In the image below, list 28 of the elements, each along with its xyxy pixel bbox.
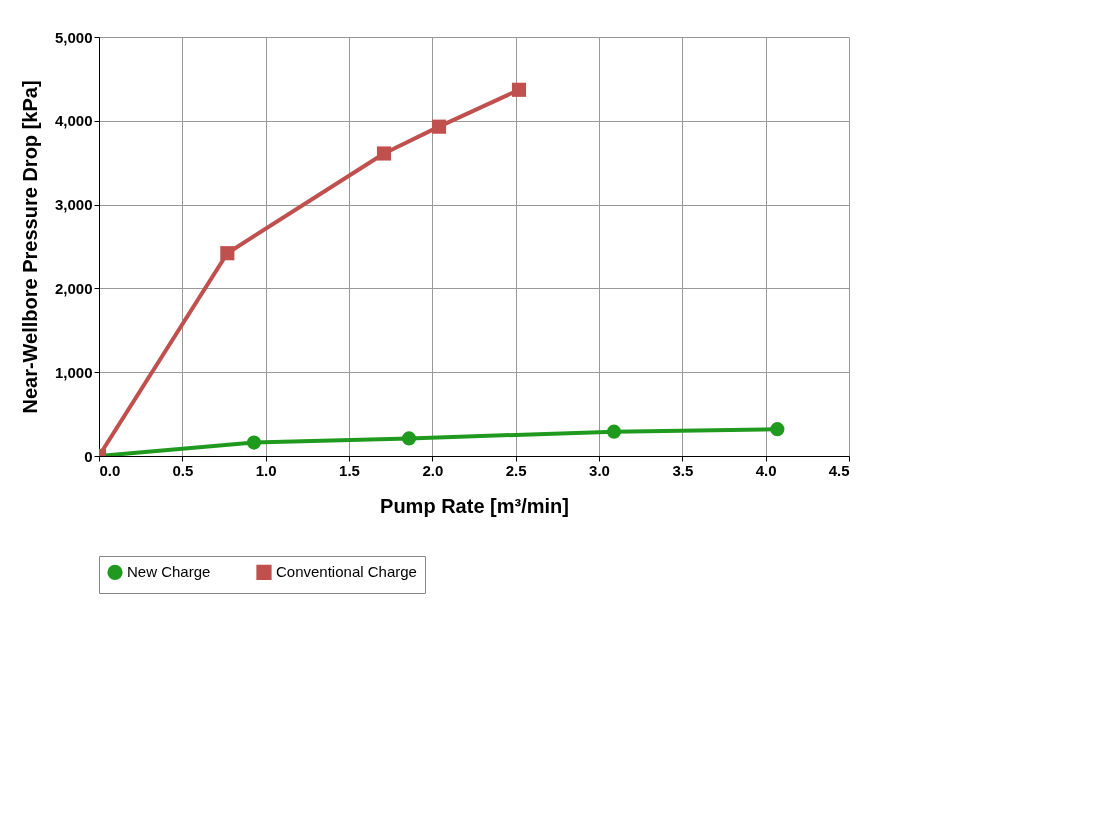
y-tick-label: 1,000 (54, 363, 93, 381)
x-tick-label: 2.5 (505, 461, 527, 479)
x-tick-label: 0.5 (172, 461, 194, 479)
point (606, 424, 622, 439)
y-tick-label: 0 (84, 447, 93, 465)
y-tick-label: 2,000 (54, 279, 93, 297)
legend-label: Conventional Charge (276, 563, 417, 581)
point (246, 435, 262, 450)
y-tick-label: 3,000 (54, 196, 93, 214)
point (401, 431, 417, 446)
x-tick-label: 3.5 (672, 461, 694, 479)
y-axis-title: Near-Wellbore Pressure Drop [kPa] (18, 80, 41, 414)
point (511, 82, 527, 97)
point (431, 119, 447, 134)
x-tick-label: 0.0 (99, 461, 121, 479)
x-tick-label: 4.0 (755, 461, 777, 479)
y-tick-label: 5,000 (54, 28, 93, 46)
point (220, 246, 235, 261)
y-tick-label: 4,000 (54, 112, 93, 130)
point (770, 422, 785, 437)
x-tick-label: 1.0 (255, 461, 277, 479)
x-axis-title: Pump Rate [m³/min] (380, 494, 569, 517)
legend-label: New Charge (127, 563, 211, 581)
x-tick-label: 1.5 (339, 461, 360, 479)
point (376, 146, 392, 161)
x-tick-label: 3.0 (589, 461, 610, 479)
x-tick-label: 4.5 (828, 461, 850, 479)
x-tick-label: 2.0 (422, 461, 444, 479)
